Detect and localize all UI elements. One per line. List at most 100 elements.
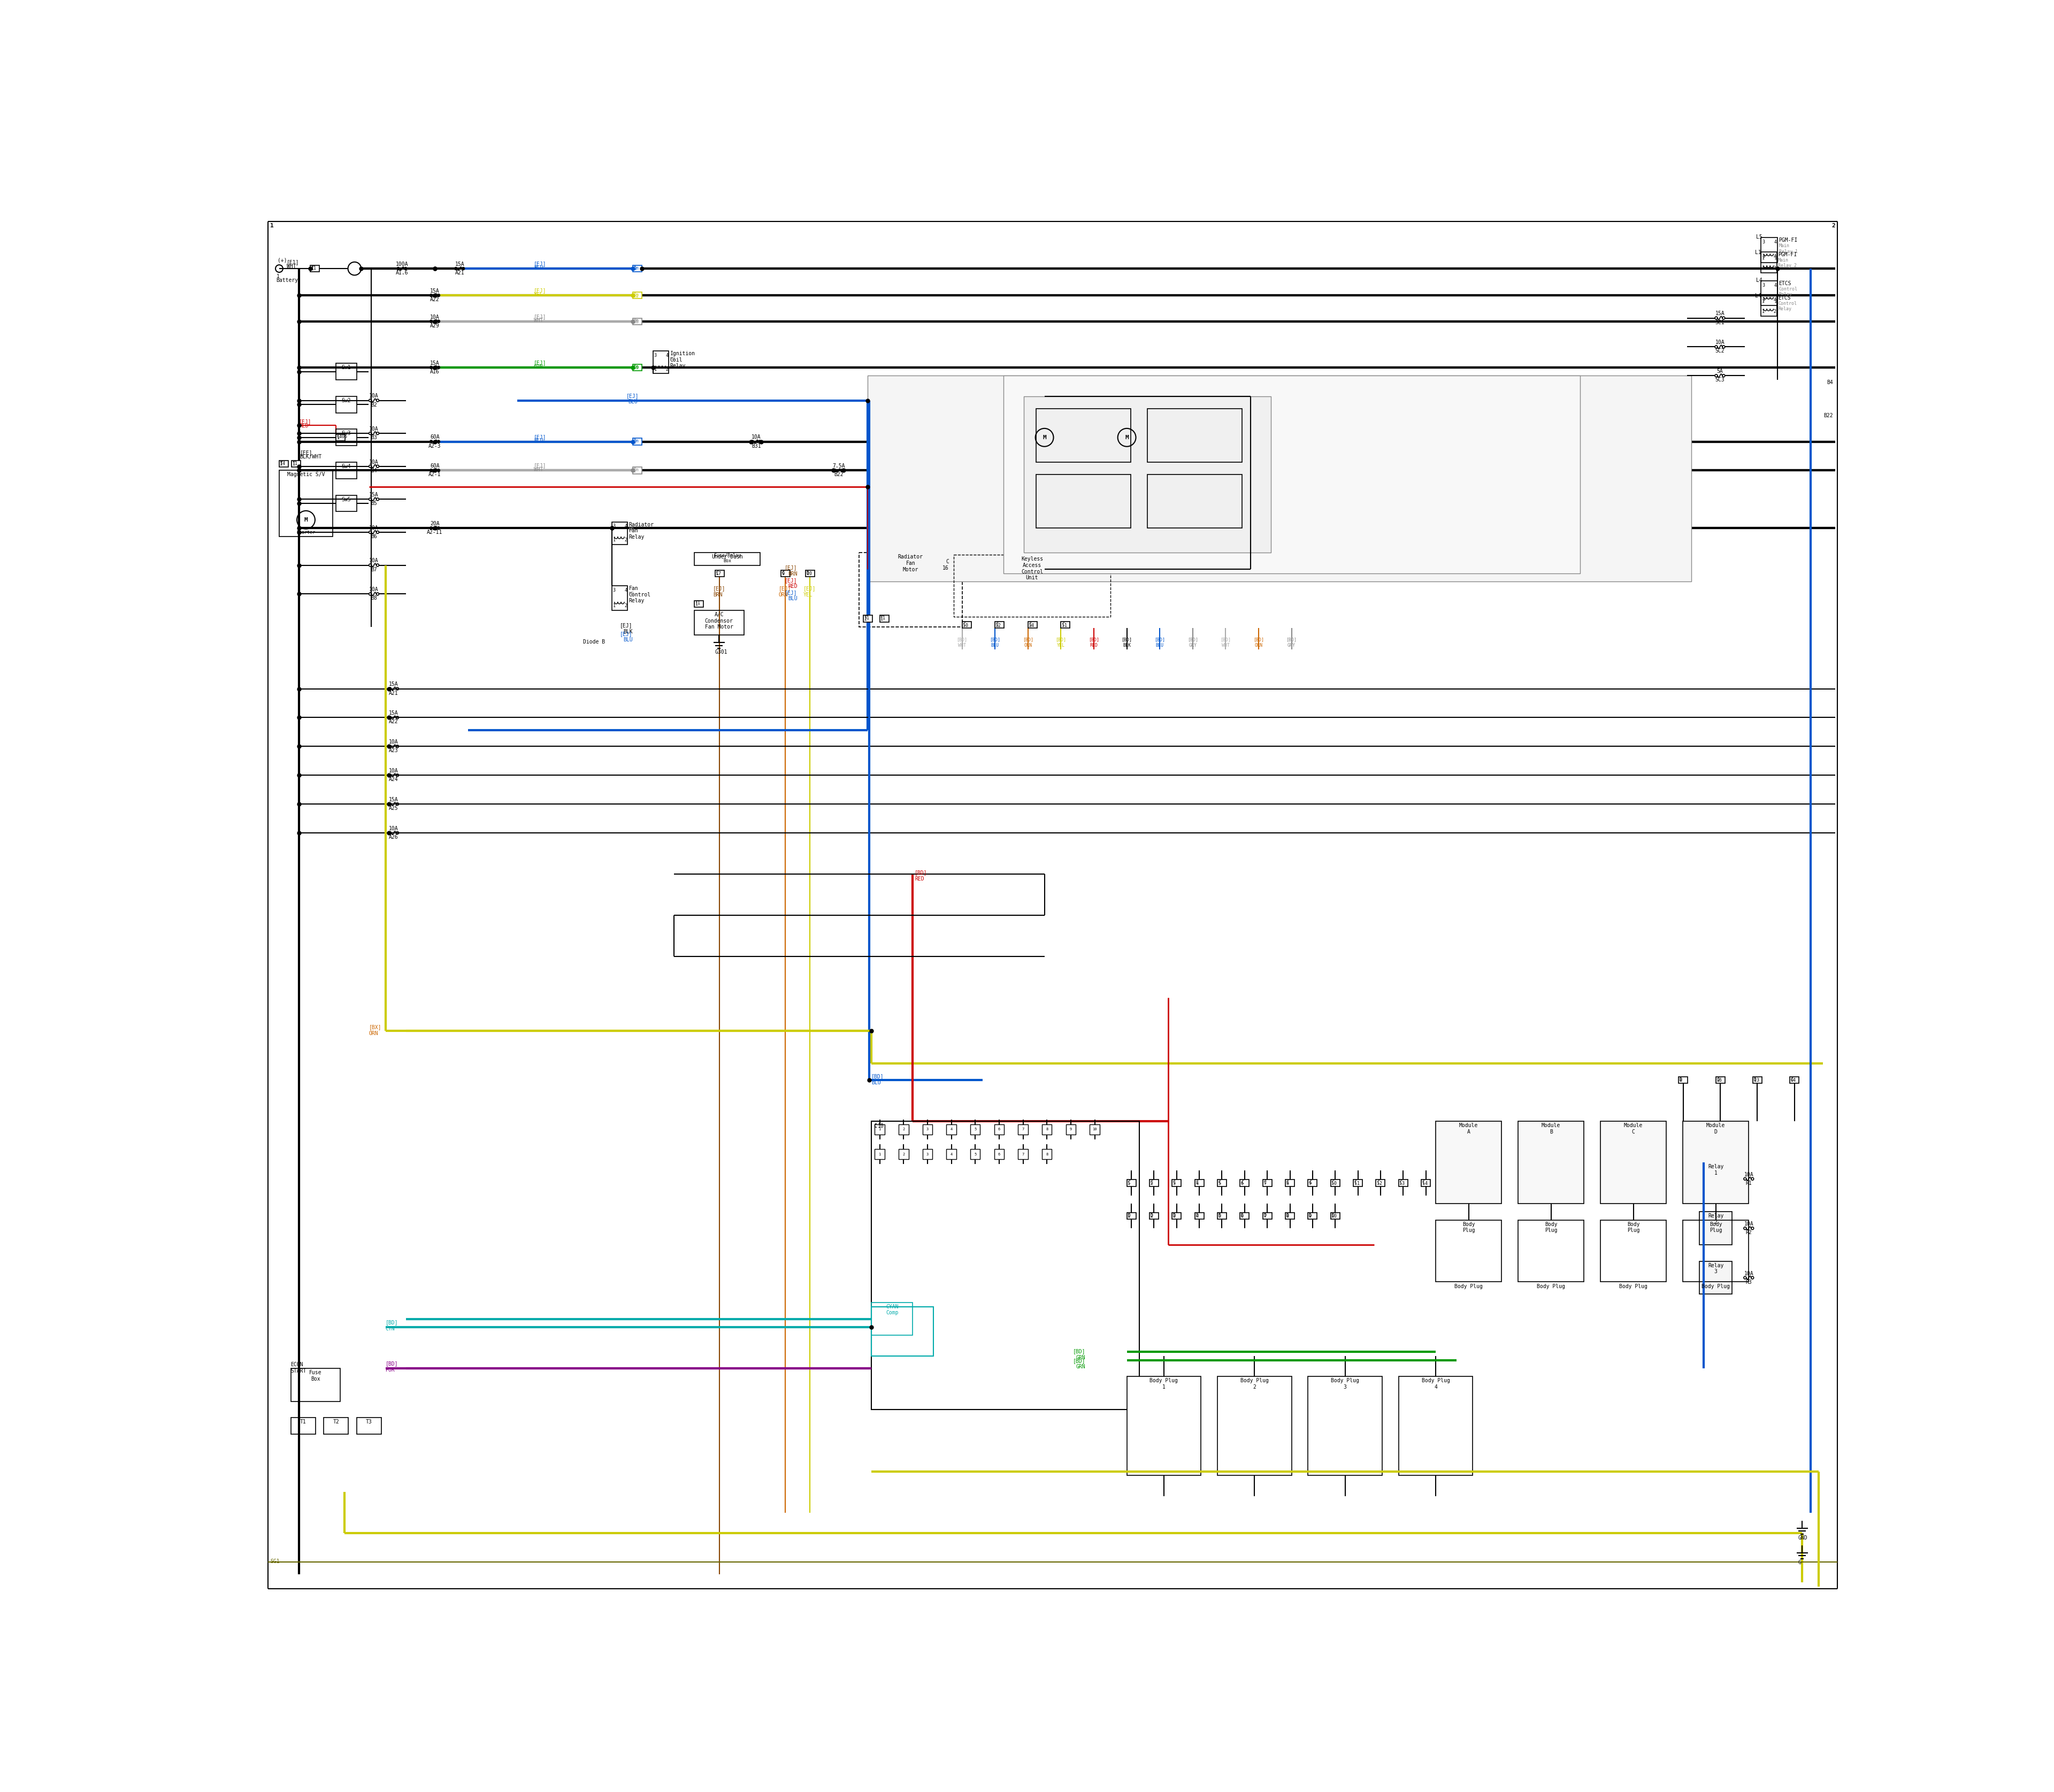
Bar [1399, 1179, 1407, 1186]
Text: 60A: 60A [429, 435, 440, 439]
Text: L4: L4 [1756, 278, 1762, 283]
Text: [BD]
PUR: [BD] PUR [386, 1360, 398, 1373]
Text: 8: 8 [633, 267, 637, 271]
Text: SC3: SC3 [1715, 378, 1725, 383]
Text: [BD]
CYN: [BD] CYN [386, 1319, 398, 1331]
Bar [1062, 622, 1070, 629]
Text: ETCS: ETCS [1779, 281, 1791, 287]
Bar [337, 495, 357, 511]
Bar [871, 1306, 933, 1357]
Bar [1241, 1213, 1249, 1219]
Text: WHT: WHT [534, 317, 542, 323]
Text: Radiator
Fan
Relay: Radiator Fan Relay [629, 521, 653, 539]
Text: Control
Relay: Control Relay [1779, 301, 1797, 312]
Text: 4: 4 [1195, 1213, 1197, 1219]
Bar [1218, 1213, 1226, 1219]
Text: Body
Plug: Body Plug [1545, 1222, 1557, 1233]
Text: C: C [963, 622, 965, 627]
Text: 24: 24 [1029, 624, 1033, 627]
Text: Starter: Starter [296, 530, 316, 534]
Text: 1: 1 [881, 616, 883, 622]
Text: Fan
Control
Relay: Fan Control Relay [629, 586, 651, 604]
Bar [1286, 1179, 1294, 1186]
Bar [1019, 1149, 1027, 1159]
Text: 9: 9 [1070, 1127, 1072, 1131]
Text: 1: 1 [879, 1152, 881, 1156]
Bar [879, 615, 889, 622]
Bar [1308, 1213, 1317, 1219]
Text: 5: 5 [974, 1127, 976, 1131]
Bar [337, 396, 357, 412]
Text: Sw4: Sw4 [341, 464, 351, 470]
Text: Main
Relay 1: Main Relay 1 [1779, 244, 1797, 254]
Text: Fuse/Relay
Box: Fuse/Relay Box [715, 554, 741, 563]
Text: D: D [1680, 1077, 1682, 1082]
Text: B6: B6 [372, 534, 378, 539]
Text: Battery: Battery [275, 278, 298, 283]
Text: D: D [1286, 1213, 1288, 1219]
Text: 10: 10 [1331, 1213, 1337, 1219]
Text: D: D [1308, 1213, 1313, 1219]
Text: L4: L4 [1754, 294, 1760, 299]
Text: 8: 8 [1286, 1181, 1288, 1186]
Bar [715, 570, 723, 577]
Bar [969, 1125, 980, 1134]
Text: M: M [1126, 435, 1128, 441]
Text: T1: T1 [881, 616, 885, 620]
Text: 3: 3 [612, 523, 616, 529]
Text: 10: 10 [1093, 1127, 1097, 1131]
Text: BLU: BLU [534, 265, 542, 271]
Text: [EJ]: [EJ] [534, 462, 546, 468]
Text: 10A: 10A [370, 459, 378, 464]
Text: Dn: Dn [633, 292, 639, 297]
Bar [337, 430, 357, 446]
Text: [BD]
GRN: [BD] GRN [1072, 1358, 1087, 1369]
Text: M9: M9 [629, 527, 635, 532]
Text: 2: 2 [624, 538, 626, 543]
Bar [1035, 475, 1132, 529]
Text: 19: 19 [633, 366, 639, 371]
Text: B7: B7 [372, 566, 378, 572]
Bar [1682, 1220, 1748, 1281]
Text: 2: 2 [902, 1152, 904, 1156]
Text: Body Plug: Body Plug [1454, 1283, 1483, 1288]
Text: 10A: 10A [370, 525, 378, 530]
Text: 8: 8 [1680, 1079, 1682, 1082]
Bar [1173, 1179, 1181, 1186]
Bar [994, 1125, 1004, 1134]
Bar [337, 434, 345, 441]
Text: Body
Plug: Body Plug [1709, 1222, 1721, 1233]
Text: RED: RED [300, 423, 308, 428]
Text: 3: 3 [612, 588, 616, 593]
Text: [EJ]
BLU: [EJ] BLU [620, 631, 633, 643]
Text: [EJ]
RED: [EJ] RED [785, 577, 797, 590]
Text: 10A: 10A [429, 314, 440, 319]
Bar [781, 570, 791, 577]
Text: C: C [1354, 1181, 1358, 1185]
Bar [805, 570, 815, 577]
Bar [279, 461, 288, 468]
Bar [337, 364, 357, 380]
Bar [1752, 1077, 1762, 1084]
Text: 10: 10 [877, 1124, 883, 1129]
Text: L5: L5 [1756, 235, 1762, 240]
Text: 3: 3 [1762, 240, 1764, 244]
Bar [292, 461, 300, 468]
Text: 2: 2 [633, 439, 637, 444]
Text: 8: 8 [1045, 1127, 1048, 1131]
Bar [1518, 1122, 1584, 1204]
Bar [994, 1149, 1004, 1159]
Bar [1286, 1213, 1294, 1219]
Text: BLU: BLU [534, 439, 542, 444]
Text: M4: M4 [670, 357, 676, 362]
Text: 22: 22 [996, 624, 1000, 627]
Text: 1: 1 [1762, 256, 1764, 260]
Text: T1: T1 [865, 616, 869, 620]
Text: C: C [1263, 1181, 1265, 1185]
Text: B4: B4 [372, 468, 378, 473]
Text: C406: C406 [337, 435, 347, 439]
Bar [947, 1125, 957, 1134]
Text: Keyless
Access
Control
Unit: Keyless Access Control Unit [1021, 557, 1043, 581]
Text: 4: 4 [1775, 283, 1777, 289]
Text: A24: A24 [388, 778, 398, 783]
